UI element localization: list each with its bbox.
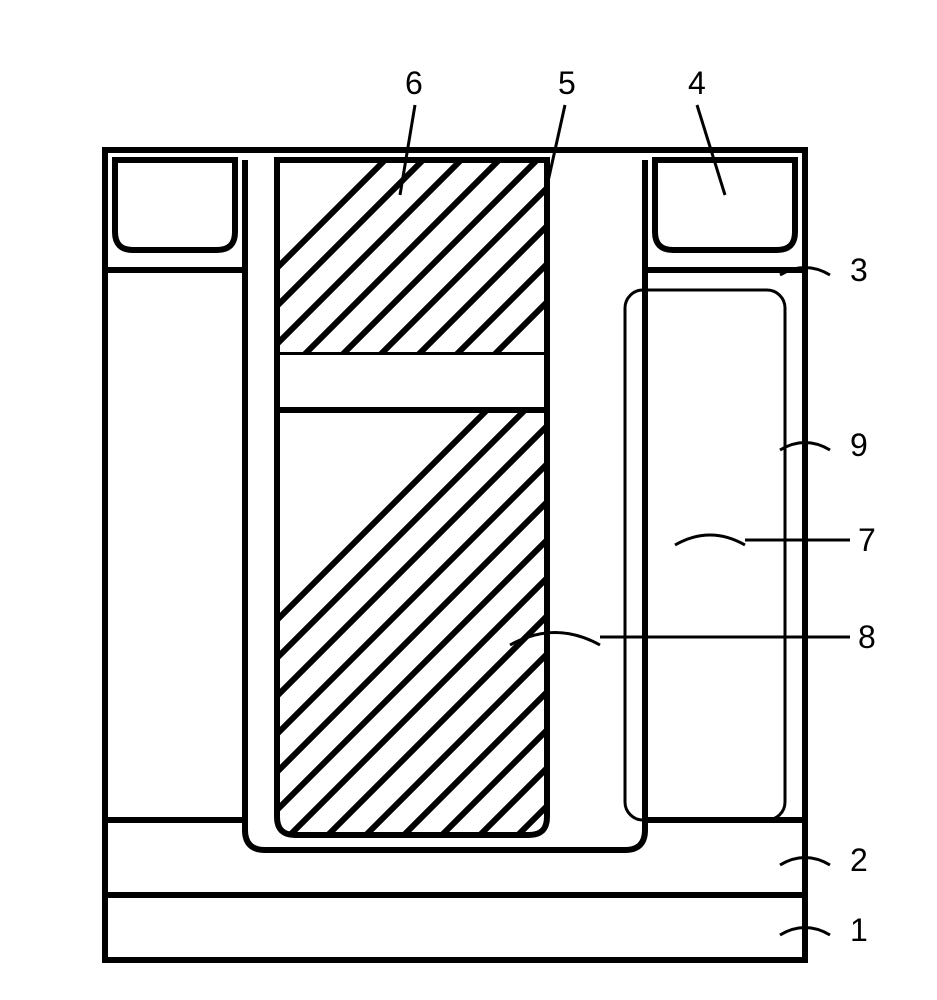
label-3: 3 bbox=[850, 252, 868, 289]
cross-section-diagram bbox=[0, 0, 937, 1000]
source-region-left bbox=[115, 160, 235, 250]
label-4: 4 bbox=[688, 65, 706, 102]
label-5: 5 bbox=[558, 65, 576, 102]
label-7: 7 bbox=[858, 522, 876, 559]
source-region-right bbox=[655, 160, 795, 250]
label-6: 6 bbox=[405, 65, 423, 102]
label-1: 1 bbox=[850, 912, 868, 949]
pillar-region bbox=[625, 290, 785, 820]
label-2: 2 bbox=[850, 842, 868, 879]
label-9: 9 bbox=[850, 427, 868, 464]
leader-7-arc bbox=[675, 535, 745, 545]
label-8: 8 bbox=[858, 619, 876, 656]
inter-electrode-gap bbox=[277, 355, 547, 410]
